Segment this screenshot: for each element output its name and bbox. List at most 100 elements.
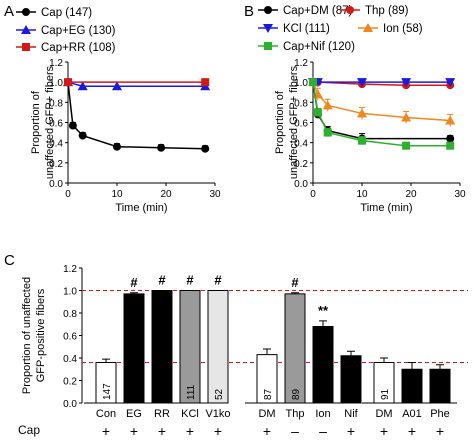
y-axis-label: unaffected GFP+ fibers <box>288 65 300 179</box>
y-axis-label: GFP-positive fibers <box>35 288 47 382</box>
x-tick-label: 20 <box>405 189 417 200</box>
y-tick-label: 0.2 <box>63 377 77 388</box>
cap-indicator: – <box>291 423 299 439</box>
y-tick-label: 0.8 <box>49 98 63 109</box>
x-axis-label: Time (min) <box>115 202 167 214</box>
series-line <box>312 81 451 122</box>
y-tick-label: 0.6 <box>63 332 77 343</box>
legend-marker <box>346 6 354 14</box>
data-point <box>357 78 367 88</box>
y-tick-label: 0.8 <box>294 98 308 109</box>
legend-entry: KCl (111) <box>283 23 330 35</box>
cap-indicator: + <box>408 423 416 439</box>
data-point <box>357 108 367 118</box>
cap-indicator: + <box>380 423 388 439</box>
bar-count-label: 37 <box>408 388 419 400</box>
y-tick-label: 0.6 <box>49 119 63 130</box>
x-tick-label: 30 <box>209 189 221 200</box>
legend-marker <box>264 42 272 50</box>
legend-entry: Ion (58) <box>383 23 423 35</box>
data-point <box>446 134 455 143</box>
legend-marker <box>21 25 31 34</box>
x-category-label: Con <box>96 408 116 420</box>
legend-entry: Cap+RR (108) <box>41 42 116 54</box>
panel-c: C 0.0 0.2 0.4 0.6 0.8 1.0 1.2 Proportion of unaf… <box>4 252 468 439</box>
y-axis-label: Proportion of unaffected <box>21 277 33 394</box>
y-axis-label: Proportion of <box>30 90 42 154</box>
cap-indicator: + <box>158 423 166 439</box>
x-category-label: Nif <box>344 408 358 420</box>
y-tick-label: 0.6 <box>294 119 308 130</box>
significance-mark: # <box>130 275 138 290</box>
x-category-label: DM <box>375 408 392 420</box>
x-tick-label: 0 <box>310 189 316 200</box>
cap-indicator: + <box>186 423 194 439</box>
cap-indicator: + <box>214 423 222 439</box>
panel-label: A <box>4 3 14 20</box>
panel-a: A 0.0 0.2 0.4 0.6 0.8 1.0 1.2 0 10 20 30 Time (min) P… <box>4 3 221 214</box>
panel-label: C <box>4 252 15 269</box>
x-tick-label: 20 <box>160 189 172 200</box>
cap-row-label: Cap <box>18 423 40 437</box>
bar-count-label: 87 <box>263 388 274 400</box>
series-line <box>67 82 206 150</box>
data-point <box>77 81 88 91</box>
legend-marker <box>263 24 273 33</box>
bar <box>151 290 173 404</box>
data-point <box>78 131 87 140</box>
significance-mark: # <box>186 273 194 288</box>
legend-entry: Cap+DM (87) <box>283 5 353 17</box>
bar <box>207 290 229 404</box>
y-tick-label: 0.0 <box>294 179 308 190</box>
y-tick-label: 0.4 <box>49 139 63 150</box>
y-tick-label: 1.2 <box>49 58 63 69</box>
legend-marker <box>363 23 373 32</box>
bar-count-label: 130 <box>130 383 141 400</box>
bar-count-label: 89 <box>291 388 302 400</box>
y-tick-label: 0.8 <box>63 309 77 320</box>
y-tick-label: 1.0 <box>49 78 63 89</box>
bar <box>179 290 201 404</box>
y-tick-label: 0.2 <box>294 159 308 170</box>
x-tick-label: 10 <box>111 189 123 200</box>
cap-indicator: – <box>319 423 327 439</box>
x-category-label: RR <box>154 408 170 420</box>
data-point <box>64 78 72 87</box>
x-category-label: DM <box>258 408 275 420</box>
y-tick-label: 0.2 <box>49 159 63 170</box>
y-tick-label: 0.0 <box>63 399 77 410</box>
data-point <box>446 141 455 150</box>
panel-b: B 0.0 0.2 0.4 0.6 0.8 1.0 1.2 0 10 20 30 Time (min) P… <box>244 3 466 214</box>
bar-count-label: 147 <box>102 383 113 400</box>
significance-mark: # <box>158 273 166 288</box>
cap-indicator: + <box>102 423 110 439</box>
x-tick-label: 0 <box>65 189 71 200</box>
x-category-label: EG <box>126 408 142 420</box>
x-tick-label: 10 <box>356 189 368 200</box>
x-category-label: Phe <box>430 408 450 420</box>
data-point <box>323 128 332 137</box>
bar-count-label: 91 <box>380 388 391 400</box>
data-point <box>68 121 77 130</box>
x-category-label: Thp <box>286 408 305 420</box>
cap-indicator: + <box>263 423 271 439</box>
data-point <box>157 143 166 152</box>
y-tick-label: 1.2 <box>294 58 308 69</box>
data-point <box>113 142 121 151</box>
bar-count-label: 58 <box>319 388 330 400</box>
data-point <box>401 112 412 122</box>
bar-count-label: 52 <box>214 388 225 400</box>
y-axis-label: Proportion of <box>274 90 286 154</box>
y-tick-label: 1.0 <box>294 78 308 89</box>
legend-entry: Cap (147) <box>41 7 92 19</box>
data-point <box>401 78 412 88</box>
y-tick-label: 0.4 <box>63 354 77 365</box>
data-point <box>402 141 411 150</box>
y-tick-label: 1.2 <box>63 264 77 275</box>
x-tick-label: 30 <box>454 189 466 200</box>
cap-indicator: + <box>130 423 138 439</box>
y-tick-label: 0.0 <box>49 179 63 190</box>
series-line <box>67 81 206 87</box>
legend-marker <box>22 43 30 51</box>
